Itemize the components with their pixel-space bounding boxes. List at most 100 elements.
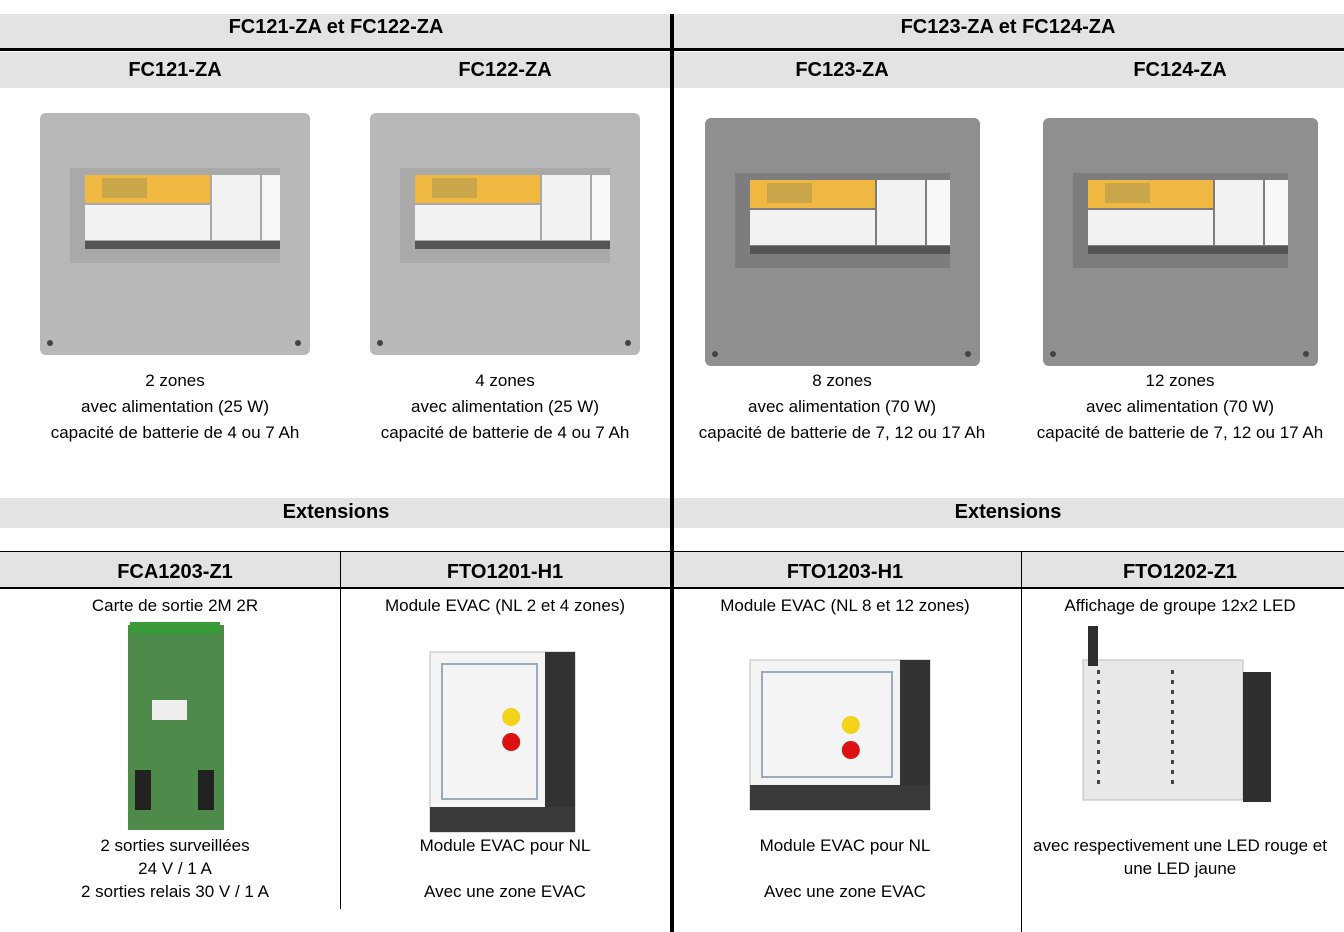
extension-description: Avec une zone EVAC [424,882,586,901]
extension-description: 24 V / 1 A [138,859,212,878]
image-part [1097,730,1100,734]
col-rule [340,552,341,909]
extensions-title: Extensions [282,501,390,523]
image-part [592,175,610,240]
image-part [1097,690,1100,694]
image-part [841,716,860,734]
model-description: 12 zones [1145,371,1215,390]
model-description: 2 zones [145,371,205,390]
image-part [1243,672,1271,802]
image-part [965,351,971,357]
image-part [767,183,812,203]
image-part [1171,750,1174,754]
image-part [1105,183,1150,203]
image-part [1171,740,1174,744]
image-part [1088,246,1288,254]
image-part [545,652,575,832]
extension-subtitle: Affichage de groupe 12x2 LED [1064,596,1296,615]
image-part [1171,760,1174,764]
image-part [1303,351,1309,357]
image-part [441,663,538,800]
image-part [430,807,575,832]
extension-subtitle: Carte de sortie 2M 2R [91,596,259,615]
extension-subtitle: Module EVAC (NL 2 et 4 zones) [384,596,625,615]
image-part [1265,180,1288,245]
image-part [85,241,280,249]
image-part [130,622,220,634]
group-title: FC123-ZA et FC124-ZA [900,16,1116,38]
image-part [1171,680,1174,684]
model-description: capacité de batterie de 7, 12 ou 17 Ah [698,423,986,442]
model-name: FC124-ZA [1133,59,1227,81]
image-part [1171,730,1174,734]
image-part [1171,780,1174,784]
image-part [1097,770,1100,774]
image-part [1082,659,1244,801]
extension-description: Avec une zone EVAC [764,882,926,901]
model-description: 8 zones [812,371,872,390]
image-part [295,340,301,346]
extension-subtitle: Module EVAC (NL 8 et 12 zones) [720,596,970,615]
image-part [415,205,540,240]
image-part [712,351,718,357]
image-part [377,340,383,346]
image-part [1171,720,1174,724]
image-part [1171,690,1174,694]
model-description: avec alimentation (25 W) [410,397,600,416]
image-part [1097,720,1100,724]
extension-description: 2 sorties relais 30 V / 1 A [80,882,270,901]
image-part [502,708,521,726]
extension-name: FTO1202-Z1 [1122,561,1238,583]
extension-description: Module EVAC pour NL [759,836,931,855]
image-part [1050,351,1056,357]
extension-name: FCA1203-Z1 [117,561,233,583]
model-name: FC121-ZA [128,59,222,81]
image-part [135,770,151,810]
model-description: avec alimentation (70 W) [1085,397,1275,416]
image-part [1171,700,1174,704]
extension-description: avec respectivement une LED rouge et une… [1033,836,1327,878]
image-part [262,175,280,240]
image-part [1097,780,1100,784]
image-part [750,246,950,254]
image-part [1097,680,1100,684]
image-part [432,178,477,198]
image-part [625,340,631,346]
image-part [85,205,210,240]
model-description: avec alimentation (25 W) [80,397,270,416]
group-title: FC121-ZA et FC122-ZA [228,16,444,38]
image-part [1097,710,1100,714]
image-part [1088,210,1213,245]
image-part [761,671,893,778]
model-description: 4 zones [475,371,535,390]
image-part [1088,626,1098,666]
extension-name: FTO1201-H1 [446,561,564,583]
image-part [1097,760,1100,764]
extension-name: FTO1203-H1 [786,561,904,583]
image-part [102,178,147,198]
image-part [415,241,610,249]
group-divider [670,14,674,932]
image-part [877,180,925,245]
image-part [1215,180,1263,245]
model-description: capacité de batterie de 4 ou 7 Ah [380,423,630,442]
model-description: capacité de batterie de 4 ou 7 Ah [50,423,300,442]
model-name: FC122-ZA [458,59,552,81]
image-part [1171,670,1174,674]
model-name: FC123-ZA [795,59,889,81]
image-part [927,180,950,245]
model-description: capacité de batterie de 7, 12 ou 17 Ah [1036,423,1324,442]
extensions-title: Extensions [954,501,1062,523]
image-part [502,733,521,751]
image-part [47,340,53,346]
image-part [1171,770,1174,774]
image-part [841,741,860,759]
image-part [1171,710,1174,714]
extension-description: 2 sorties surveillées [100,836,250,855]
extension-description: Module EVAC pour NL [419,836,591,855]
image-part [1097,700,1100,704]
image-part [542,175,590,240]
image-part [212,175,260,240]
